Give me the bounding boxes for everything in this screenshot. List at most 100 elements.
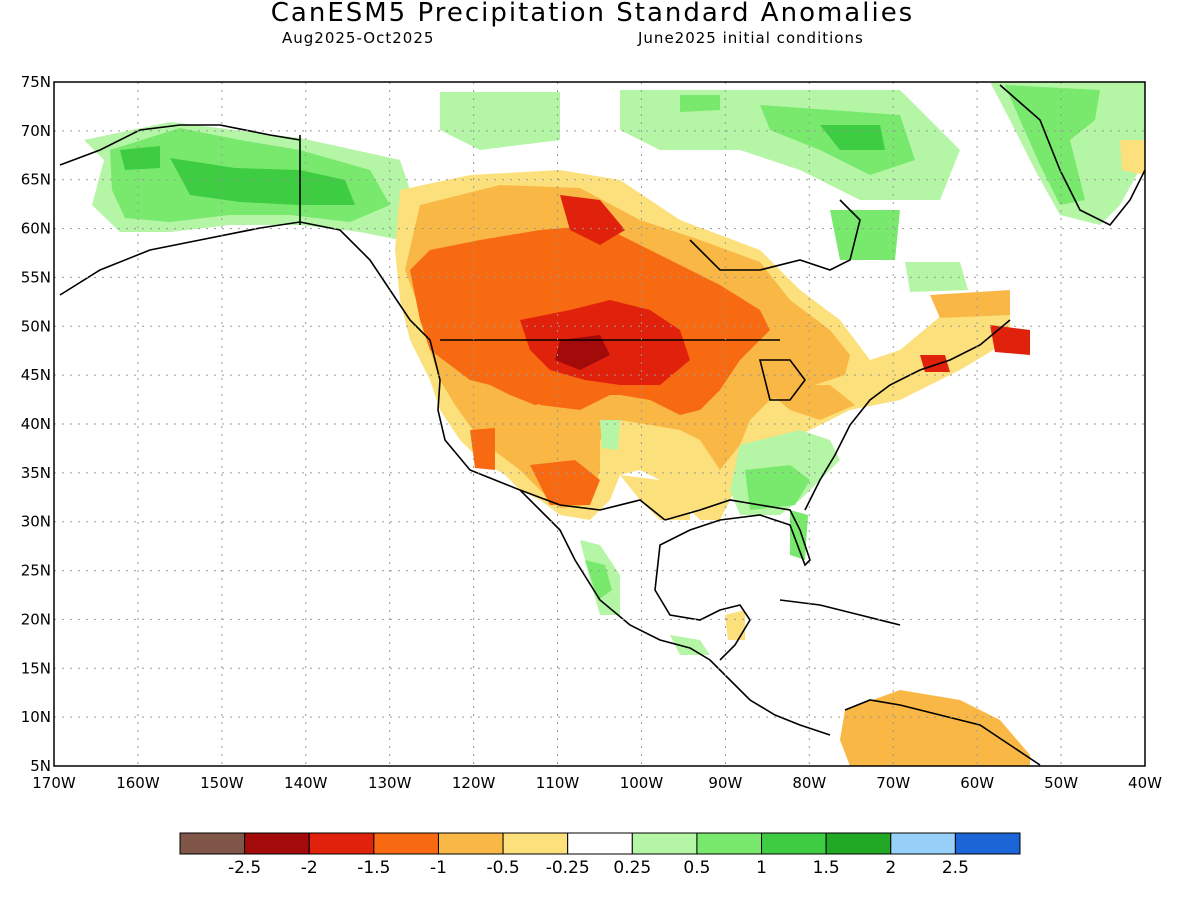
greenland-coast [999,84,1145,227]
lon-tick-label: 40W [1128,774,1162,792]
dry-arizona-strong [530,460,600,505]
dry-anomaly-north [560,195,625,245]
colorbar-label: -0.5 [486,858,519,878]
lat-tick-label: 45N [21,366,51,384]
lat-tick-label: 30N [21,513,51,531]
atlantic-coastline [804,319,1011,511]
texas-dry [620,475,690,520]
alaska-wet-core [170,158,355,205]
dry-newfoundland [990,325,1030,355]
map-frame [53,81,1146,767]
colorbar-label: -0.25 [546,858,590,878]
yucatan-dry [725,610,745,640]
colorbar-swatch [244,832,310,855]
south-america-dry [840,690,1030,766]
colorbar-label: -2.5 [228,858,261,878]
longitude-labels: 170W 160W 150W 140W 130W 120W 110W 100W 90W 80W 70… [32,774,1162,792]
dry-nova-scotia [920,355,950,372]
pacific-coastline [59,221,831,736]
lon-tick-label: 170W [32,774,76,792]
mexico-west-wet-inner [585,560,612,600]
lon-tick-label: 60W [960,774,994,792]
us-mexico-border [519,489,666,521]
arctic-east-wet-1 [680,95,720,112]
colorbar-label: -2 [301,858,318,878]
lon-tick-label: 90W [708,774,742,792]
lat-tick-label: 10N [21,708,51,726]
gulf-coastline [654,499,811,661]
lat-tick-label: 15N [21,659,51,677]
initial-conditions: June2025 initial conditions [638,29,864,47]
latitude-labels: 75N 70N 65N 60N 55N 50N 45N 40N 35N 30N 25N 20N 15N 1… [21,73,51,775]
central-america-wet [670,635,710,655]
great-lakes-outline [758,359,806,401]
colorbar: -2.5 -2 -1.5 -1 -0.5 -0.25 0.25 0.5 1 1.5 2 2.5 [179,832,1021,878]
colorbar-swatch [890,832,956,855]
arctic-east-wet-3 [820,125,885,150]
colorbar-swatch [761,832,827,855]
dry-labrador-south [930,290,1010,318]
lon-tick-label: 70W [876,774,910,792]
graticule [54,82,1145,766]
colorbar-swatch [179,832,246,855]
colorbar-swatch [502,832,569,855]
hudson-bay-coast [689,199,861,271]
lat-tick-label: 5N [30,757,51,775]
lat-tick-label: 65N [21,171,51,189]
lon-tick-label: 160W [116,774,160,792]
greenland-dry-east [1120,140,1145,175]
colorbar-swatch [308,832,375,855]
lon-tick-label: 150W [200,774,244,792]
colorado-wet [600,420,620,450]
colorbar-swatch [954,832,1021,855]
colorbar-label: -1.5 [357,858,390,878]
lat-tick-label: 70N [21,122,51,140]
greenland-wet-inner [1005,85,1100,205]
colorbar-swatch [825,832,892,855]
lat-tick-label: 20N [21,610,51,628]
dry-anomaly-very-strong [520,300,690,385]
colorbar-label: 0.5 [683,858,710,878]
lat-tick-label: 25N [21,562,51,580]
florida-wet [790,510,808,560]
dry-wyoming-strong [530,380,610,410]
colorbar-label: 2 [885,858,896,878]
colorbar-swatch [696,832,763,855]
lat-tick-label: 60N [21,220,51,238]
lon-tick-label: 110W [536,774,580,792]
caribbean-islands [779,599,901,626]
colorbar-swatch [631,832,698,855]
alaska-north-coast [59,124,301,166]
lon-tick-label: 80W [792,774,826,792]
lat-tick-label: 50N [21,317,51,335]
colorbar-label: 2.5 [942,858,969,878]
lat-tick-label: 75N [21,73,51,91]
dry-great-lakes [760,385,855,420]
lat-tick-label: 40N [21,415,51,433]
anomaly-shading [84,82,1145,766]
coastlines [59,84,1145,766]
colorbar-swatch [373,832,439,855]
lon-tick-label: 50W [1044,774,1078,792]
arctic-islands-wet [440,92,560,150]
forecast-period: Aug2025-Oct2025 [282,29,435,47]
colorbar-swatch [437,832,504,855]
lon-tick-label: 100W [620,774,664,792]
colorbar-label: 0.25 [613,858,651,878]
colorbar-label: 1 [756,858,767,878]
lon-tick-label: 130W [368,774,412,792]
lon-tick-label: 120W [452,774,496,792]
dry-southwest-strong [470,428,495,470]
south-america-coast [844,699,1041,766]
hudson-east-wet [830,210,900,260]
map-title: CanESM5 Precipitation Standard Anomalies [270,0,915,28]
lat-tick-label: 55N [21,268,51,286]
alaska-wet-core-west [120,146,160,170]
colorbar-label: -1 [430,858,447,878]
southeast-wet-inner [745,465,810,510]
lon-tick-label: 140W [284,774,328,792]
colorbar-swatch [567,832,633,855]
lat-tick-label: 35N [21,464,51,482]
dry-anomaly-extreme [555,335,610,370]
